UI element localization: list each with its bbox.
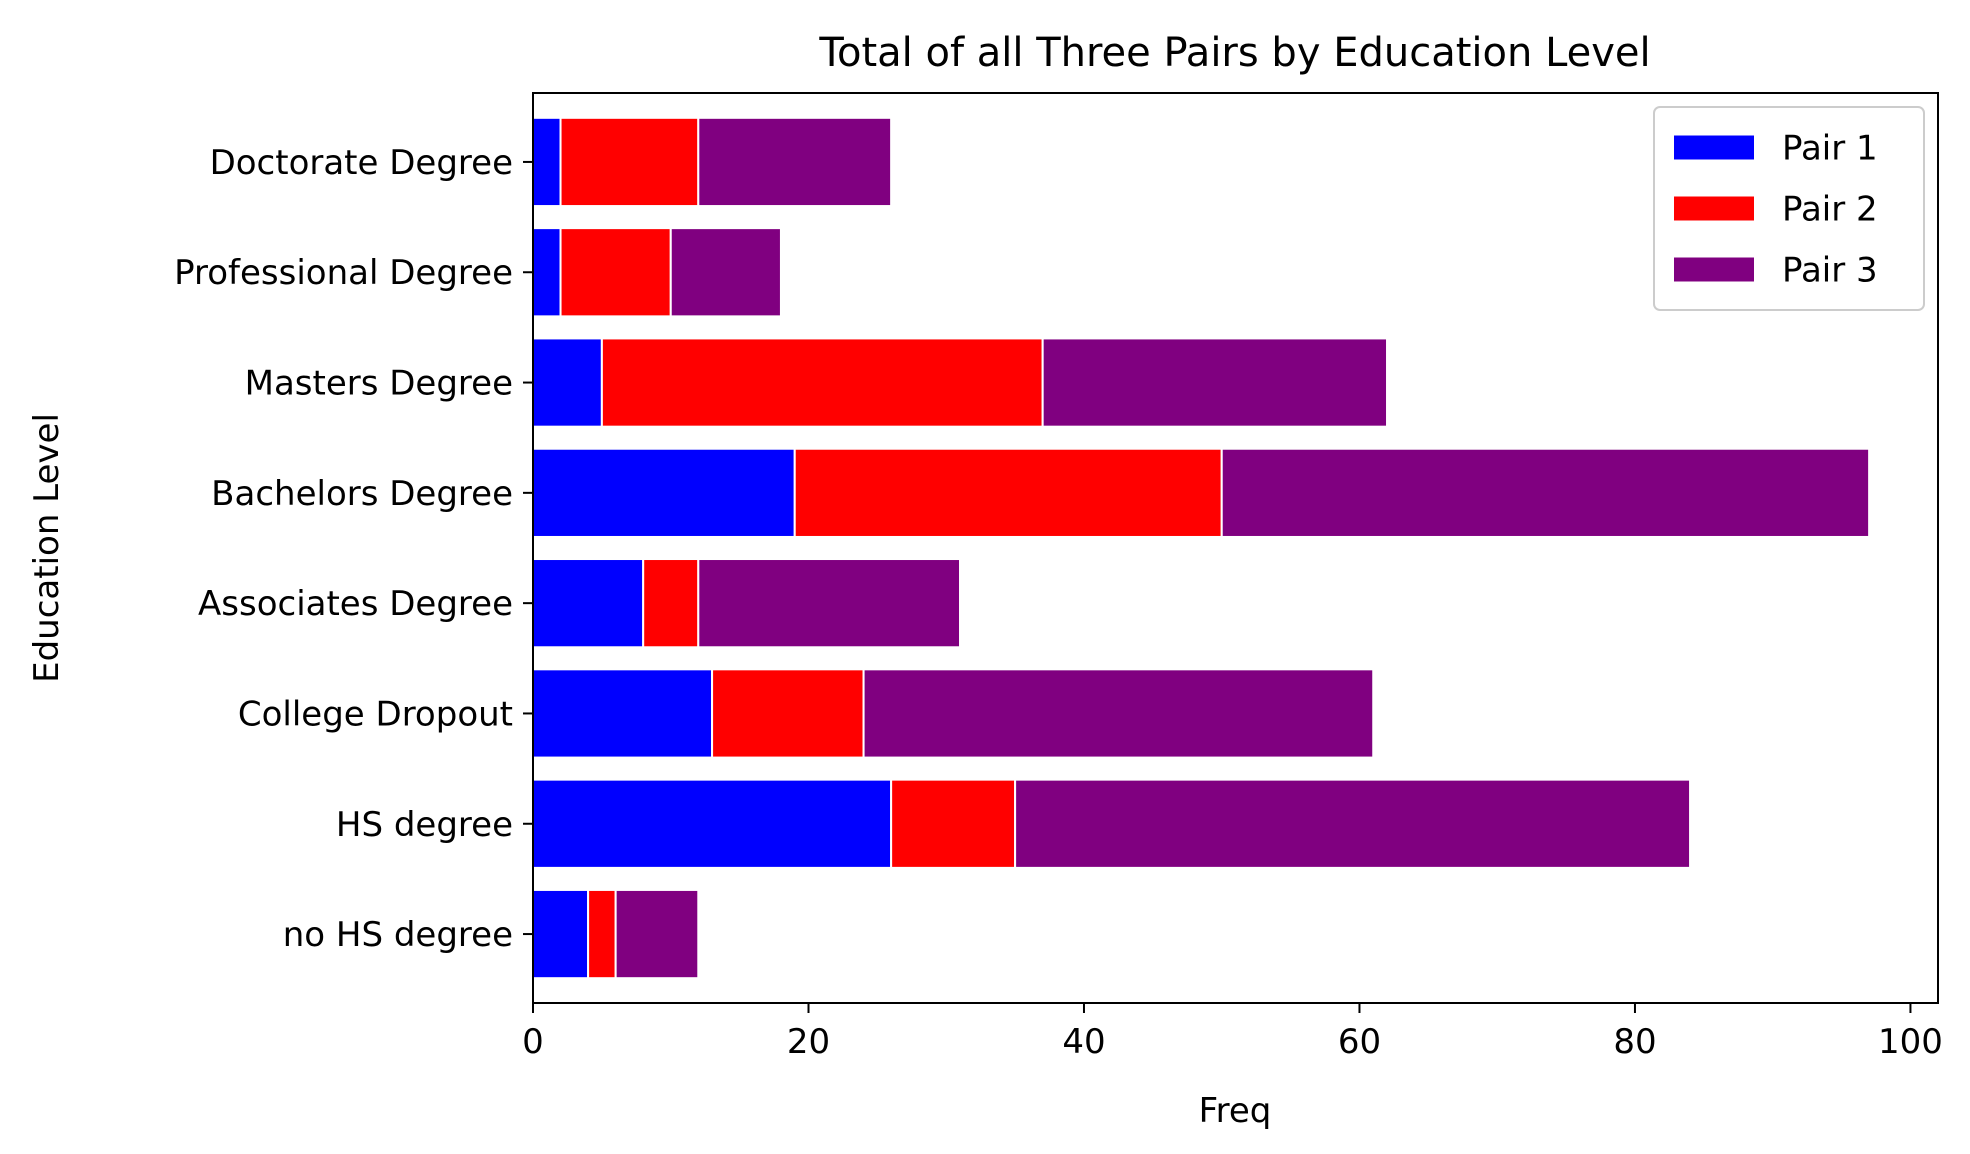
legend-label-pair-2: Pair 2 bbox=[1782, 190, 1878, 230]
bar-doctorate-degree-pair-1 bbox=[532, 116, 562, 208]
legend-swatch-pair-1 bbox=[1674, 135, 1754, 160]
y-axis-ticks: no HS degree HS degree College Dropout Asso… bbox=[174, 143, 533, 955]
bar-bachelors-degree-pair-3 bbox=[1220, 447, 1871, 538]
y-tick-label: Bachelors Degree bbox=[211, 474, 513, 514]
y-tick-label: College Dropout bbox=[238, 694, 513, 734]
y-tick-label: Doctorate Degree bbox=[210, 143, 513, 183]
x-tick-label: 0 bbox=[522, 1022, 544, 1062]
bar-hs-degree-pair-1 bbox=[532, 778, 893, 869]
bar-associates-degree-pair-2 bbox=[642, 558, 700, 649]
bar-professional-degree-pair-3 bbox=[669, 227, 782, 318]
legend-label-pair-1: Pair 1 bbox=[1782, 129, 1878, 169]
bar-bachelors-degree-pair-2 bbox=[793, 447, 1223, 538]
bar-college-dropout-pair-1 bbox=[532, 668, 714, 759]
bar-college-dropout-pair-2 bbox=[711, 668, 865, 759]
bar-no-hs-degree-pair-3 bbox=[614, 888, 700, 980]
legend-swatch-pair-2 bbox=[1674, 196, 1754, 221]
y-tick-label: Professional Degree bbox=[174, 253, 513, 293]
bar-masters-degree-pair-1 bbox=[532, 337, 603, 428]
x-tick-label: 20 bbox=[787, 1022, 830, 1062]
bar-bachelors-degree-pair-1 bbox=[532, 447, 796, 538]
y-tick-label: Masters Degree bbox=[245, 364, 513, 404]
bar-no-hs-degree-pair-1 bbox=[532, 888, 590, 980]
bar-no-hs-degree-pair-2 bbox=[587, 888, 617, 980]
bar-hs-degree-pair-3 bbox=[1014, 778, 1692, 869]
bar-masters-degree-pair-3 bbox=[1041, 337, 1389, 428]
chart-title: Total of all Three Pairs by Education Le… bbox=[818, 30, 1650, 76]
bar-associates-degree-pair-1 bbox=[532, 558, 645, 649]
bar-hs-degree-pair-2 bbox=[890, 778, 1017, 869]
y-axis-label: Education Level bbox=[27, 413, 67, 683]
bar-masters-degree-pair-2 bbox=[600, 337, 1044, 428]
x-tick-label: 100 bbox=[1878, 1022, 1943, 1062]
bar-doctorate-degree-pair-3 bbox=[697, 116, 893, 208]
x-axis-label: Freq bbox=[1199, 1091, 1272, 1131]
x-axis-ticks: 0 20 40 60 80 100 bbox=[522, 1003, 1943, 1062]
legend: Pair 1 Pair 2 Pair 3 bbox=[1653, 106, 1925, 311]
y-tick-label: HS degree bbox=[336, 805, 513, 845]
y-tick-label: Associates Degree bbox=[198, 584, 513, 624]
bar-doctorate-degree-pair-2 bbox=[559, 116, 700, 208]
bar-college-dropout-pair-3 bbox=[862, 668, 1375, 759]
legend-label-pair-3: Pair 3 bbox=[1782, 251, 1878, 291]
plot-frame bbox=[532, 92, 1939, 1004]
legend-swatch-pair-3 bbox=[1674, 257, 1754, 282]
bar-professional-degree-pair-1 bbox=[532, 227, 562, 318]
x-tick-label: 40 bbox=[1062, 1022, 1105, 1062]
bars-layer bbox=[532, 116, 1871, 980]
x-tick-label: 60 bbox=[1338, 1022, 1381, 1062]
bar-professional-degree-pair-2 bbox=[559, 227, 672, 318]
y-tick-label: no HS degree bbox=[283, 915, 513, 955]
x-tick-label: 80 bbox=[1613, 1022, 1656, 1062]
bar-associates-degree-pair-3 bbox=[697, 558, 962, 649]
